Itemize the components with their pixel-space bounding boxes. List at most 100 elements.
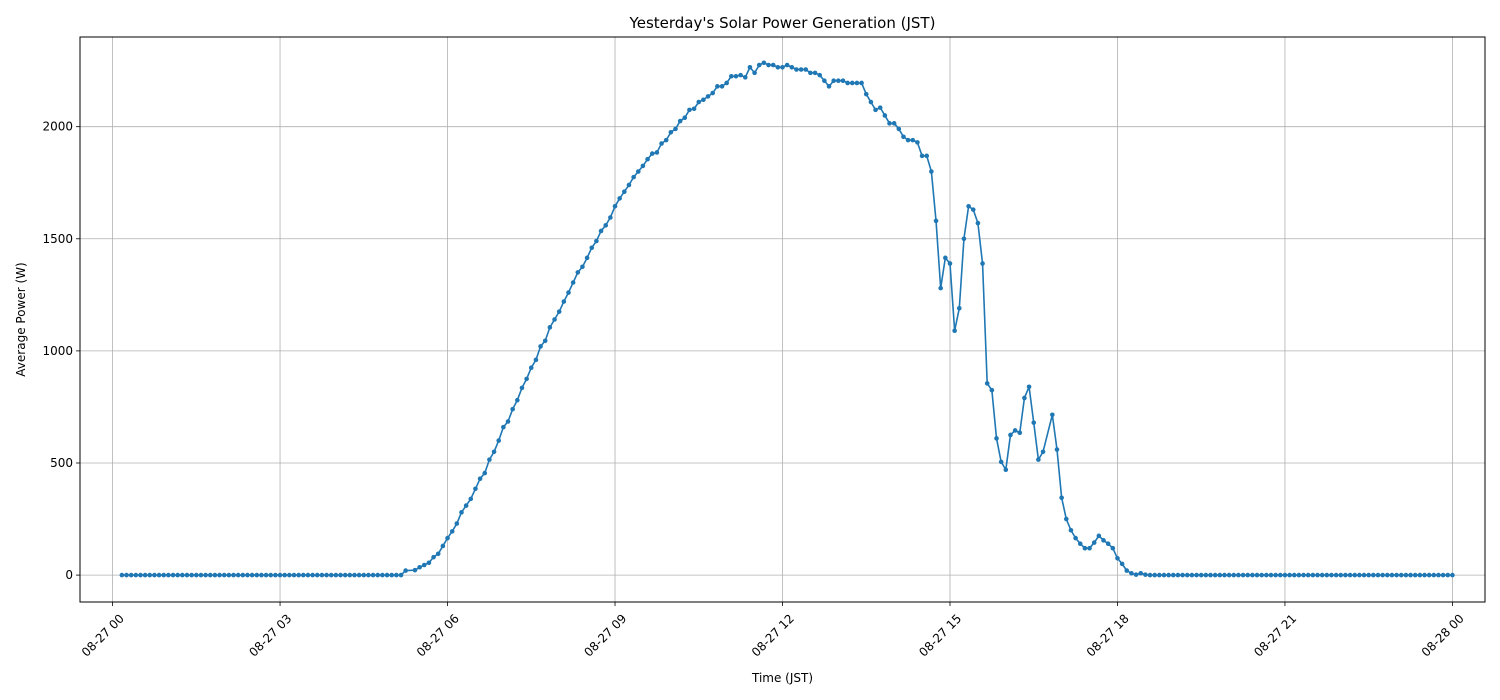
- data-point: [566, 290, 571, 295]
- data-point: [1412, 572, 1418, 578]
- data-point: [863, 91, 869, 97]
- data-point: [938, 285, 943, 291]
- data-point: [333, 572, 339, 578]
- data-point: [1236, 572, 1241, 578]
- data-point: [1189, 572, 1195, 578]
- data-point: [580, 264, 585, 270]
- data-point: [194, 572, 199, 578]
- data-point: [966, 203, 971, 209]
- data-point: [1324, 572, 1330, 578]
- data-point: [324, 572, 329, 578]
- data-point: [1166, 572, 1171, 578]
- data-point: [431, 554, 436, 560]
- data-point: [798, 67, 804, 72]
- data-point: [747, 64, 753, 70]
- data-point: [622, 189, 627, 194]
- data-point: [1143, 572, 1148, 577]
- data-point: [510, 406, 515, 412]
- data-point: [1184, 572, 1190, 578]
- data-point: [259, 572, 264, 578]
- data-point: [1264, 572, 1269, 578]
- data-point: [1212, 572, 1218, 578]
- data-point: [459, 510, 464, 515]
- data-point: [929, 169, 934, 174]
- data-point: [859, 80, 864, 86]
- data-point: [1157, 572, 1162, 578]
- data-point: [166, 572, 171, 578]
- data-point: [547, 325, 553, 330]
- data-point: [1147, 572, 1153, 578]
- data-point: [1068, 527, 1074, 533]
- data-point: [1450, 572, 1455, 578]
- data-point: [1036, 457, 1041, 462]
- data-point: [677, 118, 683, 124]
- data-point: [184, 572, 190, 578]
- data-point: [998, 459, 1004, 465]
- data-point: [756, 62, 762, 68]
- data-point: [217, 572, 222, 578]
- data-point: [1124, 568, 1130, 573]
- data-point: [1054, 447, 1060, 452]
- data-point: [594, 238, 599, 244]
- data-point: [1250, 572, 1255, 578]
- data-point: [729, 73, 734, 79]
- data-point: [1389, 572, 1395, 578]
- data-point: [710, 90, 716, 96]
- data-point: [635, 169, 641, 174]
- data-point: [956, 305, 962, 311]
- data-point: [701, 97, 706, 103]
- data-point: [1445, 572, 1451, 578]
- data-point: [1375, 572, 1381, 578]
- data-point: [180, 572, 185, 578]
- y-tick-label: 500: [50, 456, 73, 470]
- data-point: [1310, 572, 1316, 578]
- data-point: [910, 137, 916, 143]
- data-point: [924, 153, 930, 159]
- data-point: [1278, 572, 1283, 578]
- data-point: [1291, 572, 1297, 578]
- data-point: [961, 236, 967, 242]
- data-point: [724, 80, 729, 86]
- data-point: [1170, 572, 1176, 578]
- data-point: [947, 261, 953, 266]
- data-point: [836, 78, 841, 84]
- data-point: [203, 572, 208, 578]
- data-point: [1059, 495, 1064, 501]
- chart-title: Yesterday's Solar Power Generation (JST): [629, 14, 936, 32]
- data-point: [617, 196, 622, 201]
- data-point: [473, 486, 478, 492]
- data-point: [426, 560, 432, 566]
- data-point: [719, 84, 725, 89]
- data-point: [1161, 572, 1167, 578]
- data-point: [1259, 572, 1264, 578]
- data-point: [468, 496, 474, 502]
- data-point: [794, 67, 799, 72]
- data-point: [412, 567, 418, 573]
- data-point: [1254, 572, 1260, 578]
- data-point: [887, 121, 892, 126]
- data-point: [1180, 572, 1185, 578]
- data-point: [1371, 572, 1376, 578]
- data-point: [654, 150, 660, 155]
- data-point: [221, 572, 227, 578]
- data-point: [273, 572, 278, 578]
- data-point: [463, 503, 469, 508]
- data-point: [915, 140, 920, 145]
- data-point: [161, 572, 167, 578]
- data-point: [1012, 428, 1018, 433]
- data-point: [1319, 572, 1325, 578]
- data-point: [1008, 432, 1013, 438]
- data-point: [1152, 572, 1157, 578]
- data-point: [310, 572, 315, 578]
- data-point: [556, 309, 562, 314]
- data-point: [366, 572, 371, 578]
- data-point: [1017, 430, 1023, 436]
- data-point: [291, 572, 297, 578]
- data-point: [575, 270, 581, 275]
- data-point: [445, 535, 450, 541]
- data-point: [1138, 571, 1144, 576]
- data-point: [296, 572, 301, 578]
- data-point: [338, 572, 343, 578]
- data-point: [943, 255, 948, 261]
